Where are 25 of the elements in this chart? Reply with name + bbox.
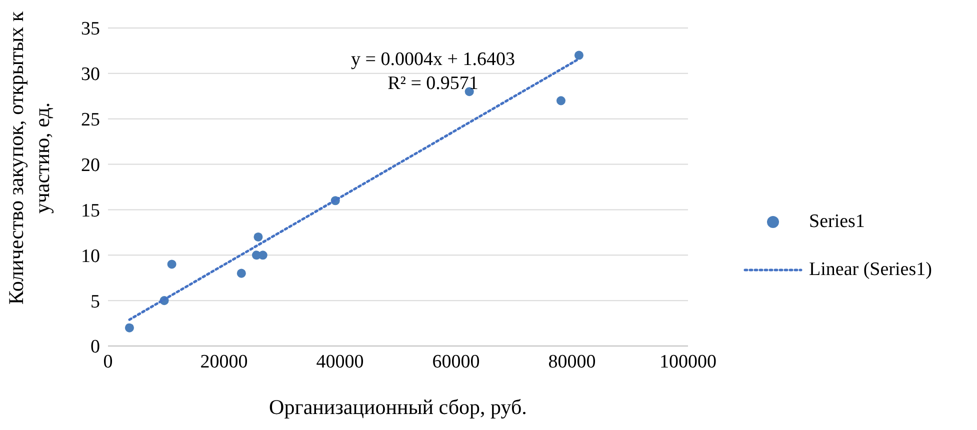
y-tick-label: 20	[81, 155, 100, 176]
point	[254, 232, 263, 242]
y-tick-label: 15	[81, 200, 100, 222]
point	[574, 50, 584, 60]
y-tick-label: 25	[81, 110, 100, 131]
point	[167, 260, 176, 269]
annotation: y = 0.0004x + 1.6403	[350, 48, 516, 72]
y-tick-label: 5	[90, 291, 100, 312]
y-tick-label: 30	[81, 64, 100, 86]
point	[556, 96, 566, 106]
y-tick-label: 10	[81, 246, 100, 267]
point	[236, 268, 246, 278]
x-tick-label: 60000	[432, 351, 480, 372]
legend-label: Series1	[809, 211, 865, 233]
x-tick-label: 100000	[660, 351, 716, 372]
legend-label: Linear (Series1)	[809, 259, 932, 281]
point	[124, 323, 134, 332]
y-tick-label: 0	[90, 336, 100, 358]
y-axis-title: Количество закупок, открытых к участию, ед.	[3, 10, 55, 307]
x-tick-label: 20000	[200, 351, 248, 372]
annotation: R² = 0.9571	[386, 72, 480, 96]
y-tick-label: 35	[81, 18, 100, 40]
x-axis-title: Организационный сбор, руб.	[269, 395, 527, 419]
x-tick-label: 40000	[316, 351, 364, 372]
x-tick-label: 80000	[548, 351, 596, 372]
